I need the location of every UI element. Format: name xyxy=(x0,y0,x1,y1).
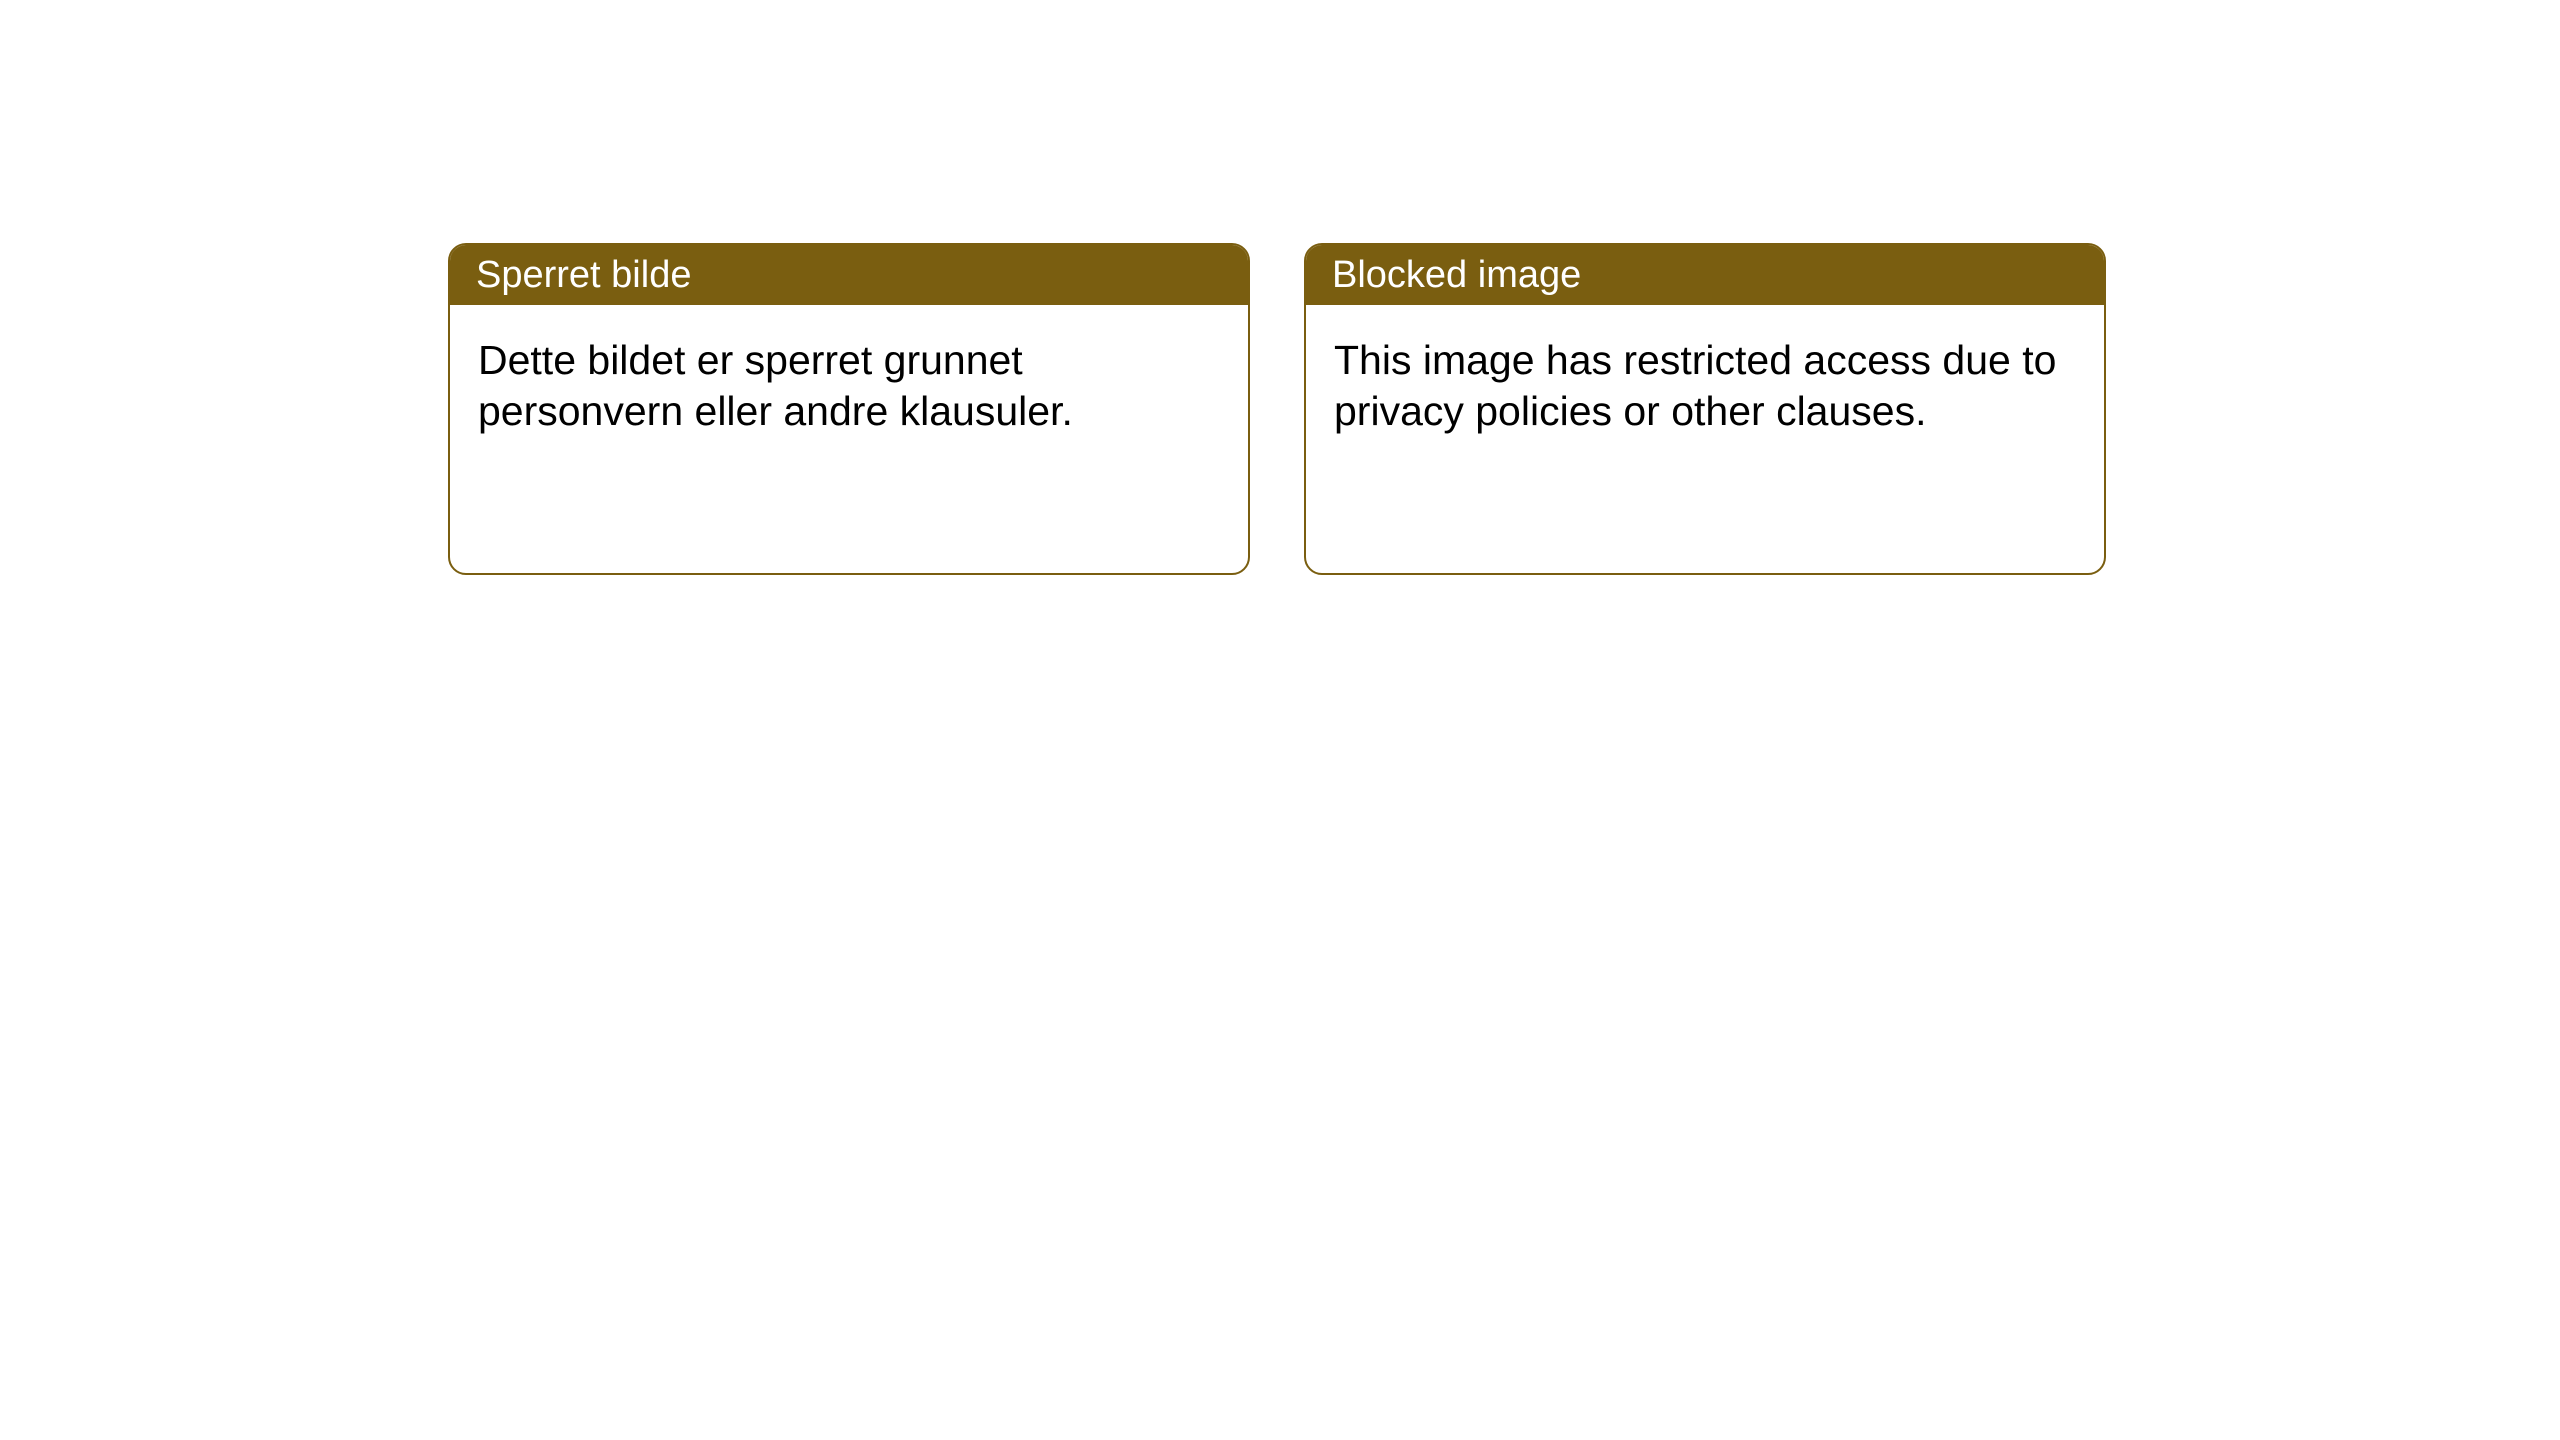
notice-text-norwegian: Dette bildet er sperret grunnet personve… xyxy=(478,337,1073,434)
notice-text-english: This image has restricted access due to … xyxy=(1334,337,2056,434)
notice-body-english: This image has restricted access due to … xyxy=(1306,305,2104,468)
notice-box-english: Blocked image This image has restricted … xyxy=(1304,243,2106,575)
notice-title-norwegian: Sperret bilde xyxy=(476,254,691,297)
notice-header-norwegian: Sperret bilde xyxy=(450,245,1248,305)
notice-container: Sperret bilde Dette bildet er sperret gr… xyxy=(0,0,2560,575)
notice-box-norwegian: Sperret bilde Dette bildet er sperret gr… xyxy=(448,243,1250,575)
notice-header-english: Blocked image xyxy=(1306,245,2104,305)
notice-body-norwegian: Dette bildet er sperret grunnet personve… xyxy=(450,305,1248,468)
notice-title-english: Blocked image xyxy=(1332,254,1581,297)
